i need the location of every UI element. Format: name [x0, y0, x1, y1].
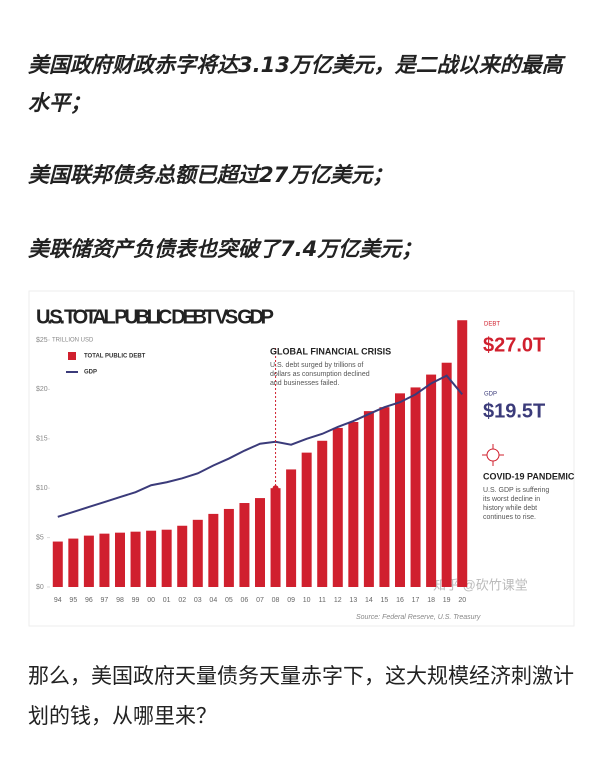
closing-paragraph: 那么，美国政府天量债务天量赤字下，这大规模经济刺激计划的钱，从哪里来？ — [28, 664, 574, 728]
paragraph: 美国政府财政赤字将达3.13万亿美元，是二战以来的最高水平； — [28, 53, 563, 115]
bar — [363, 411, 374, 587]
bar — [99, 533, 110, 587]
x-tick-label: 99 — [132, 597, 140, 604]
x-tick-label: 08 — [272, 597, 280, 604]
bar — [457, 320, 468, 587]
chart: U.S. TOTAL PUBLIC DEBT VS GDP TRILLION U… — [28, 290, 575, 627]
chart-title: U.S. TOTAL PUBLIC DEBT VS GDP — [36, 306, 274, 328]
y-tick-label: $0 — [36, 584, 44, 591]
bar — [223, 508, 234, 587]
paragraph: 美联储资产负债表也突破了7.4万亿美元； — [28, 237, 423, 261]
bar — [426, 374, 437, 587]
x-tick-label: 05 — [225, 597, 233, 604]
x-tick-label: 09 — [287, 597, 295, 604]
bar — [130, 531, 141, 587]
annotation-text: continues to rise. — [483, 514, 536, 521]
annotation-text: U.S. debt surged by trillions of — [270, 362, 363, 369]
x-tick-label: 16 — [396, 597, 404, 604]
annotation-text: U.S. GDP is suffering — [483, 487, 549, 494]
annotation-text: dollars as consumption declined — [270, 371, 370, 378]
bar — [395, 393, 405, 587]
x-tick-label: 97 — [101, 597, 109, 604]
x-tick-label: 02 — [178, 597, 186, 604]
annotation-text: its worst decline in — [483, 496, 540, 503]
x-tick-label: 98 — [116, 597, 124, 604]
bar — [239, 503, 250, 587]
bar — [301, 452, 312, 587]
x-tick-label: 14 — [365, 597, 373, 604]
bar — [52, 541, 63, 587]
bar — [115, 532, 125, 587]
annotation-text: history while debt — [483, 505, 537, 512]
y-tick-label: $25 — [36, 337, 48, 344]
x-tick-label: 04 — [209, 597, 217, 604]
y-tick-label: $5 — [36, 534, 44, 541]
x-tick-label: 00 — [147, 597, 155, 604]
x-tick-label: 18 — [427, 597, 435, 604]
annotation-dot — [272, 485, 279, 492]
virus-icon — [482, 444, 504, 466]
bar — [255, 498, 265, 587]
callout-value: $27.0T — [483, 334, 545, 356]
bar — [379, 407, 390, 587]
bar — [441, 362, 452, 587]
y-tick-label: $10 — [36, 485, 48, 492]
bar — [286, 469, 297, 587]
line — [57, 374, 463, 518]
x-tick-label: 96 — [85, 597, 93, 604]
bar — [83, 535, 94, 587]
x-tick-label: 15 — [381, 597, 389, 604]
legend-label: GDP — [84, 370, 97, 376]
annotation-text: and businesses failed. — [270, 380, 339, 387]
y-axis-label: TRILLION USD — [52, 338, 94, 344]
x-tick-label: 03 — [194, 597, 202, 604]
x-tick-label: 20 — [458, 597, 466, 604]
y-tick-label: $20 — [36, 386, 48, 393]
y-tick-label: $15 — [36, 436, 48, 443]
x-tick-label: 19 — [443, 597, 451, 604]
paragraph: 美国联邦债务总额已超过27万亿美元； — [28, 163, 394, 187]
source: Source: Federal Reserve, U.S. Treasury — [356, 614, 481, 621]
legend-label: TOTAL PUBLIC DEBT — [84, 354, 146, 360]
legend-swatch — [68, 352, 76, 360]
x-tick-label: 07 — [256, 597, 264, 604]
annotation-title: COVID-19 PANDEMIC — [483, 471, 575, 481]
bar — [270, 488, 281, 587]
bar — [348, 422, 359, 587]
callout-tag: DEBT — [484, 322, 500, 328]
x-tick-label: 11 — [319, 597, 326, 604]
watermark: 知乎 @砍竹课堂 — [433, 577, 528, 592]
bar — [332, 427, 343, 587]
x-tick-label: 94 — [54, 597, 62, 604]
bar — [192, 519, 203, 587]
x-tick-label: 13 — [349, 597, 357, 604]
x-tick-label: 06 — [241, 597, 249, 604]
x-tick-label: 01 — [163, 597, 171, 604]
callout-value: $19.5T — [483, 400, 545, 422]
x-tick-label: 95 — [69, 597, 77, 604]
bar — [68, 538, 79, 587]
callout-tag: GDP — [484, 392, 497, 398]
bar — [161, 529, 172, 587]
x-tick-label: 17 — [412, 597, 420, 604]
annotation-title: GLOBAL FINANCIAL CRISIS — [270, 346, 391, 356]
bar — [317, 440, 328, 587]
bar — [177, 525, 188, 587]
bar — [208, 513, 219, 587]
x-tick-label: 10 — [303, 597, 311, 604]
x-tick-label: 12 — [334, 597, 342, 604]
bar — [146, 530, 157, 587]
bar — [410, 387, 421, 587]
